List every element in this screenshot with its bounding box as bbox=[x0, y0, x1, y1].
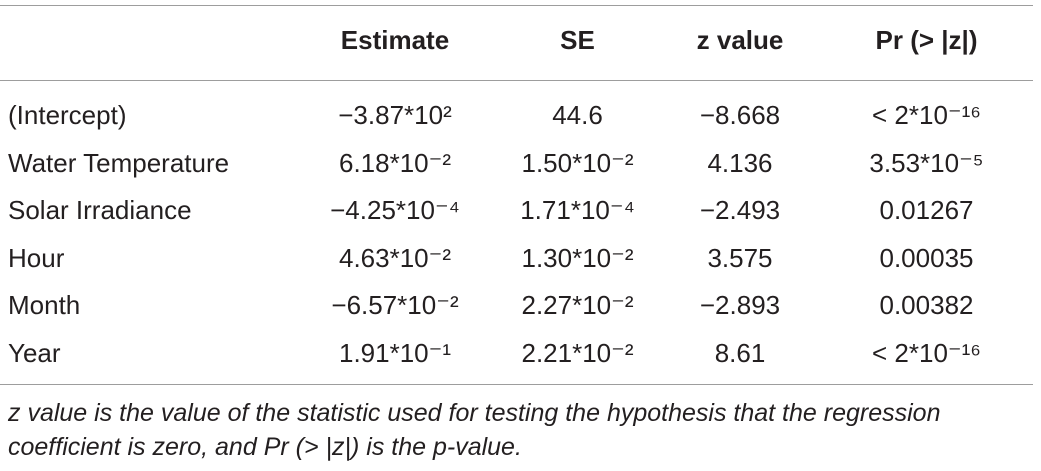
header-cell-blank bbox=[0, 0, 295, 80]
estimate-cell: 1.91*10⁻¹ bbox=[338, 337, 452, 368]
header-cell-estimate: Estimate bbox=[340, 24, 450, 55]
estimate-cell: 6.18*10⁻² bbox=[338, 147, 452, 178]
p-value-cell: 0.01267 bbox=[879, 195, 974, 226]
p-value-cell: 0.00035 bbox=[879, 242, 974, 273]
row-label: Hour bbox=[8, 242, 65, 273]
z-value-cell: −2.493 bbox=[699, 195, 781, 226]
estimate-cell: 4.63*10⁻² bbox=[338, 242, 452, 273]
table-row: Water Temperature 6.18*10⁻² 1.50*10⁻² 4.… bbox=[0, 140, 1033, 188]
se-cell: 1.50*10⁻² bbox=[521, 147, 634, 178]
estimate-cell: −6.57*10⁻² bbox=[331, 290, 459, 321]
z-value-cell: 3.575 bbox=[707, 242, 773, 273]
se-cell: 44.6 bbox=[552, 100, 603, 131]
header-cell-z-value: z value bbox=[696, 24, 784, 55]
table-bottom-rule bbox=[0, 384, 1033, 385]
p-value-cell: 0.00382 bbox=[879, 290, 974, 321]
se-cell: 2.27*10⁻² bbox=[521, 290, 634, 321]
se-cell: 1.71*10⁻⁴ bbox=[520, 195, 635, 226]
table-footnote: z value is the value of the statistic us… bbox=[8, 399, 941, 461]
z-value-cell: 8.61 bbox=[714, 337, 766, 368]
header-cell-p-value: Pr (> |z|) bbox=[875, 24, 978, 55]
table-row: Solar Irradiance −4.25*10⁻⁴ 1.71*10⁻⁴ −2… bbox=[0, 187, 1033, 235]
header-row: Estimate SE z value Pr (> |z|) bbox=[0, 0, 1033, 80]
table-header-rule bbox=[0, 80, 1033, 81]
z-value-cell: −2.893 bbox=[699, 290, 781, 321]
table-row: Month −6.57*10⁻² 2.27*10⁻² −2.893 0.0038… bbox=[0, 282, 1033, 330]
table-row: (Intercept) −3.87*10² 44.6 −8.668 < 2*10… bbox=[0, 80, 1033, 140]
row-label: Month bbox=[8, 290, 81, 321]
p-value-cell: < 2*10⁻¹⁶ bbox=[872, 337, 981, 368]
row-label: (Intercept) bbox=[8, 100, 127, 131]
coefficients-table: Estimate SE z value Pr (> |z|) (Intercep… bbox=[0, 0, 1033, 378]
estimate-cell: −4.25*10⁻⁴ bbox=[330, 195, 460, 226]
se-cell: 1.30*10⁻² bbox=[521, 242, 634, 273]
header-cell-se: SE bbox=[560, 24, 595, 55]
z-value-cell: 4.136 bbox=[707, 147, 773, 178]
p-value-cell: 3.53*10⁻⁵ bbox=[869, 147, 984, 178]
table-row: Year 1.91*10⁻¹ 2.21*10⁻² 8.61 < 2*10⁻¹⁶ bbox=[0, 330, 1033, 378]
row-label: Year bbox=[8, 337, 61, 368]
p-value-cell: < 2*10⁻¹⁶ bbox=[872, 100, 981, 131]
estimate-cell: −3.87*10² bbox=[338, 100, 452, 131]
row-label: Solar Irradiance bbox=[8, 195, 192, 226]
table-top-rule bbox=[0, 5, 1033, 6]
row-label: Water Temperature bbox=[8, 147, 230, 178]
z-value-cell: −8.668 bbox=[699, 100, 781, 131]
se-cell: 2.21*10⁻² bbox=[521, 337, 634, 368]
table-row: Hour 4.63*10⁻² 1.30*10⁻² 3.575 0.00035 bbox=[0, 235, 1033, 283]
